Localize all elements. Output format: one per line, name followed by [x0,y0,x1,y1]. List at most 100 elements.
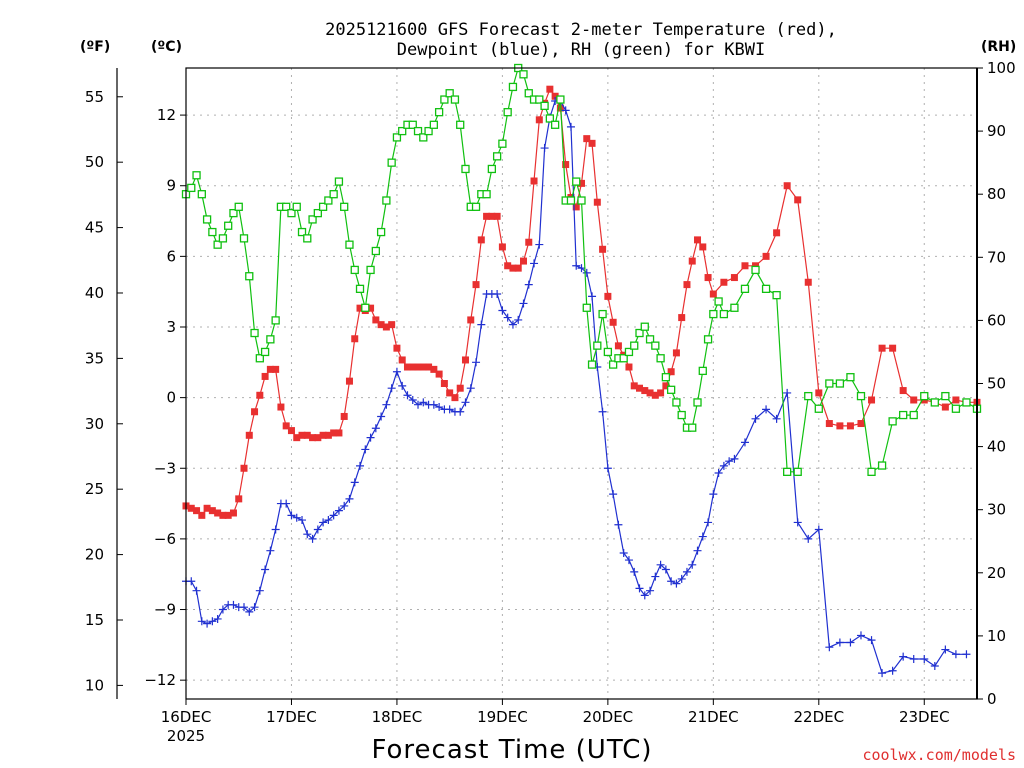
dewpoint-point [287,511,296,520]
dewpoint-point [308,534,317,543]
x-tick-label: 22DEC [794,708,845,726]
x-tick-label: 20DEC [583,708,634,726]
temperature-point [467,316,475,324]
temperature-point [240,464,248,472]
rh-point [350,265,359,275]
fahrenheit-tick-label: 10 [85,676,104,694]
rh-point [941,391,950,401]
rh-tick-label: 0 [987,690,997,708]
rh-point [587,360,597,369]
rh-point [303,234,312,243]
rh-point [572,177,581,186]
rh-point [487,164,497,174]
temperature-point [330,429,338,437]
rh-point [376,227,386,237]
dewpoint-point [429,400,438,409]
rh-point [197,190,206,199]
celsius-tick-label: 6 [166,247,176,265]
temperature-point [403,363,411,371]
temperature-point [377,321,385,329]
temperature-point [303,431,311,439]
dewpoint-point [261,565,270,574]
celsius-tick-label: 12 [157,106,176,124]
rh-point [751,265,760,275]
dewpoint-point [503,313,512,322]
temperature-point [493,212,501,220]
celsius-tick-label: −6 [154,530,176,548]
dewpoint-point [524,280,533,289]
rh-point [361,303,370,312]
dewpoint-point [218,605,227,614]
tick-labels: 129630−3−6−9−125550454035302520151010090… [85,59,1016,745]
x-tick-label: 21DEC [688,708,739,726]
rh-point [192,171,201,180]
dewpoint-point [920,654,929,663]
dewpoint-point [366,433,375,442]
rh-point [413,126,423,136]
dewpoint-point [329,511,338,520]
temperature-point [293,434,301,442]
dewpoint-point [930,662,939,671]
rh-point [835,379,845,388]
dewpoint-point [271,525,280,534]
temperature-point [699,243,707,251]
rh-point [508,82,518,92]
dewpoint-point [319,518,328,527]
rh-point [245,272,254,281]
fahrenheit-tick-label: 55 [85,88,104,106]
dewpoint-point [572,261,581,270]
rh-point [355,284,365,294]
temperature-point [704,274,712,282]
dewpoint-point [540,144,549,153]
temperature-point [351,335,359,343]
rh-tick-label: 20 [987,564,1006,582]
dewpoint-point [245,607,254,616]
temperature-point [324,431,332,439]
temperature-point [783,182,791,190]
rh-point [793,467,802,476]
dewpoint-point [725,457,734,466]
temperature-point [235,495,243,503]
temperature-point [625,363,633,371]
dewpoint-point [598,407,607,416]
rh-point [424,126,433,136]
fahrenheit-tick-label: 35 [85,349,104,367]
dewpoint-point [909,654,918,663]
temperature-point [836,422,844,430]
rh-point [698,366,707,376]
x-axis-label: Forecast Time (UTC) [371,735,652,765]
rh-point [867,467,876,476]
temperature-point [504,262,512,270]
dewpoint-point [714,468,723,477]
dewpoint-point [240,603,249,612]
temperature-point [773,229,781,237]
rh-point [445,89,454,98]
temperature-point [203,504,211,512]
rh-point [218,234,228,243]
temperature-point [535,116,543,124]
dewpoint-point [445,405,454,414]
rh-unit-label: (RH) [981,39,1016,55]
dewpoint-point [203,619,212,628]
temperature-point [256,391,264,399]
rh-point [804,391,813,401]
rh-point [540,101,549,111]
rh-point [213,240,222,249]
rh-point [419,133,428,142]
temperature-point [245,431,253,439]
rh-point [297,227,307,237]
dewpoint-point [962,650,971,659]
rh-point [471,202,481,211]
rh-point [229,208,238,218]
rh-point [825,379,834,388]
dewpoint-point [255,586,264,595]
temperature-point [878,344,886,352]
rh-tick-label: 10 [987,627,1006,645]
temperature-point [393,344,401,352]
temperature-point [694,236,702,244]
dewpoint-point [298,516,307,525]
temperature-point [451,394,459,402]
dewpoint-point [334,506,343,515]
temperature-point [514,264,522,272]
dewpoint-point [392,367,401,376]
